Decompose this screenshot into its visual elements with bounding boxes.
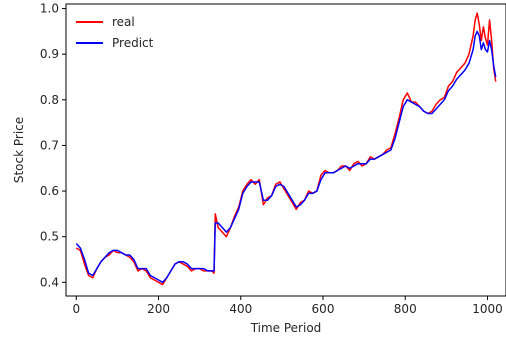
x-tick-label: 400 [229, 302, 252, 316]
plot-frame [65, 3, 506, 297]
x-axis-label: Time Period [250, 321, 322, 335]
series-line-predict [75, 30, 497, 284]
legend: real Predict [76, 15, 154, 50]
series-line-real [75, 12, 497, 286]
x-tick-label: 800 [394, 302, 417, 316]
y-tick-label: 0.6 [40, 184, 59, 198]
y-tick-label: 0.7 [40, 138, 59, 152]
legend-label-real: real [112, 15, 135, 29]
y-tick-label: 0.4 [40, 275, 59, 289]
y-axis-label: Stock Price [12, 117, 26, 183]
y-tick-label: 0.8 [40, 93, 59, 107]
x-tick-label: 1000 [472, 302, 503, 316]
series-layer [75, 12, 497, 286]
plot-area [75, 12, 497, 286]
y-axis: 0.4 0.5 0.6 0.7 0.8 0.9 1.0 [40, 2, 66, 289]
x-axis: 0 200 400 600 800 1000 [72, 296, 503, 316]
legend-label-predict: Predict [112, 36, 154, 50]
y-tick-label: 1.0 [40, 2, 59, 16]
x-tick-label: 0 [72, 302, 80, 316]
x-tick-label: 200 [147, 302, 170, 316]
y-tick-label: 0.9 [40, 47, 59, 61]
y-tick-label: 0.5 [40, 230, 59, 244]
x-tick-label: 600 [312, 302, 335, 316]
